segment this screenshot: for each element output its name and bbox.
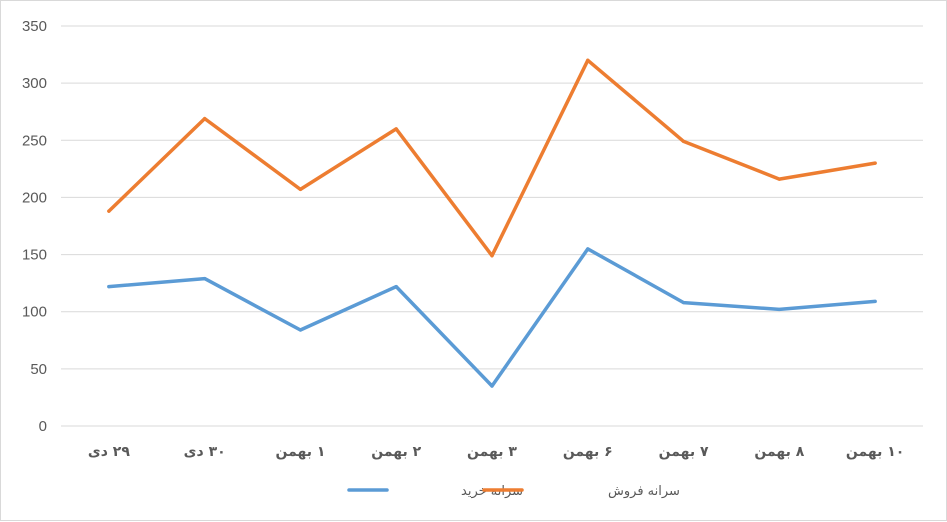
x-tick-label: ۲ بهمن xyxy=(371,444,421,460)
y-tick-label: 100 xyxy=(22,304,47,321)
x-tick-label: ۳ بهمن xyxy=(467,444,517,460)
data-point xyxy=(203,276,207,281)
y-tick-label: 350 xyxy=(22,18,47,35)
x-axis-ticks: ۲۹ دی ۳۰ دی ۱ بهمن ۲ بهمن ۳ بهمن ۶ بهمن ۷ بهمن… xyxy=(88,444,904,460)
gridlines xyxy=(61,25,923,427)
data-point xyxy=(394,284,398,289)
data-point xyxy=(873,161,877,165)
x-tick-label: ۱۰ بهمن xyxy=(846,444,904,460)
y-tick-label: 300 xyxy=(22,75,47,92)
x-tick-label: ۷ بهمن xyxy=(659,444,709,460)
x-tick-label: ۳۰ دی xyxy=(184,444,226,460)
data-point xyxy=(394,127,398,131)
y-tick-label: 0 xyxy=(39,418,47,435)
data-point xyxy=(586,58,590,62)
data-point xyxy=(298,328,303,332)
series-line-0 xyxy=(107,247,877,388)
data-point xyxy=(107,209,111,213)
legend-label-1: سرانه فروش xyxy=(608,484,680,499)
data-point xyxy=(490,254,494,258)
x-tick-label: ۲۹ دی xyxy=(88,444,130,460)
x-tick-label: ۶ بهمن xyxy=(563,444,613,460)
data-point xyxy=(873,299,877,304)
data-point xyxy=(203,116,207,121)
y-tick-label: 50 xyxy=(30,361,47,378)
y-tick-label: 200 xyxy=(22,189,47,206)
data-point xyxy=(681,139,686,144)
data-point xyxy=(681,300,686,305)
series-line-1 xyxy=(107,58,877,258)
y-tick-label: 150 xyxy=(22,247,47,264)
data-point xyxy=(298,187,303,192)
data-point xyxy=(107,284,111,289)
x-tick-label: ۸ بهمن xyxy=(754,444,804,460)
data-point xyxy=(586,247,590,251)
series-lines xyxy=(107,58,877,388)
y-axis-ticks: 0 50 100 150 200 250 300 350 xyxy=(22,18,47,435)
y-tick-label: 250 xyxy=(22,132,47,149)
data-point xyxy=(777,307,781,312)
data-point xyxy=(490,384,494,388)
x-tick-label: ۱ بهمن xyxy=(275,444,325,460)
data-point xyxy=(777,177,781,181)
